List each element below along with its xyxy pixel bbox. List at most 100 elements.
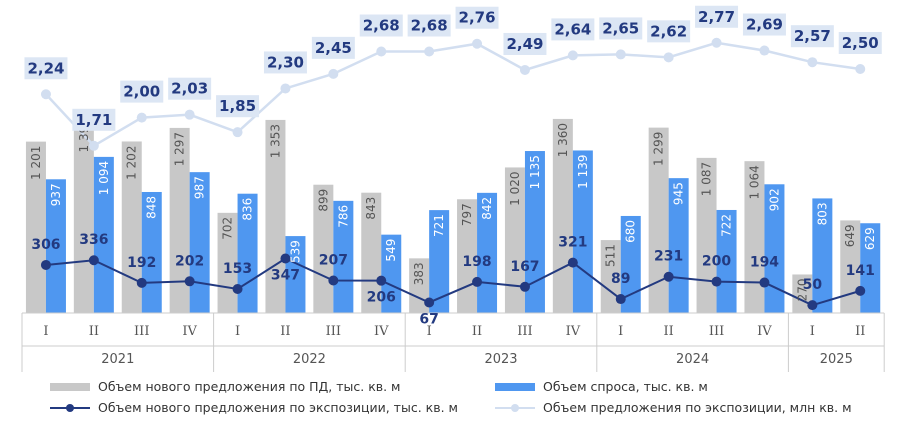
bar-demand: [45, 179, 66, 313]
point-exposure-volume: [40, 89, 51, 100]
point-exposure-volume: [376, 46, 387, 57]
point-new-exposure: [615, 294, 626, 305]
point-exposure-volume: [280, 83, 291, 94]
bar-demand: [716, 209, 737, 313]
bar-demand: [285, 236, 306, 313]
point-new-exposure: [232, 283, 243, 294]
bar-label-pd: 649: [843, 224, 857, 247]
legend-label-new-exposure: Объем нового предложения по экспозиции, …: [98, 400, 458, 415]
bar-label-pd: 1 299: [652, 132, 666, 166]
legend-swatch-demand: [495, 382, 535, 391]
bar-label-demand: 1 094: [97, 161, 111, 195]
bar-pd: [696, 157, 717, 313]
data-label-box-exposure-volume: [647, 20, 691, 43]
x-tick-label: I: [43, 324, 48, 339]
data-label-exposure-volume: 2,24: [27, 59, 64, 77]
data-label-new-exposure: 192: [127, 255, 156, 271]
bar-label-demand: 937: [49, 183, 63, 206]
bar-demand: [333, 200, 354, 313]
point-new-exposure: [328, 275, 339, 286]
bar-label-pd: 270: [795, 278, 809, 301]
bar-label-demand: 629: [863, 227, 877, 250]
legend-label-pd: Объем нового предложения по ПД, тыс. кв.…: [98, 379, 401, 394]
data-label-new-exposure: 67: [419, 311, 438, 327]
point-new-exposure: [376, 275, 387, 286]
data-label-new-exposure: 336: [79, 232, 108, 248]
data-label-exposure-volume: 2,76: [459, 9, 496, 27]
bar-pd: [504, 167, 525, 313]
bar-label-pd: 383: [412, 262, 426, 285]
bar-pd: [361, 192, 382, 313]
bar-label-demand: 539: [288, 240, 302, 263]
data-label-box-exposure-volume: [407, 14, 451, 37]
bar-label-demand: 848: [145, 196, 159, 219]
point-exposure-volume: [88, 140, 99, 151]
data-label-box-exposure-volume: [359, 14, 403, 37]
data-label-exposure-volume: 2,50: [842, 34, 879, 52]
point-new-exposure: [184, 276, 195, 287]
point-exposure-volume: [232, 127, 243, 138]
point-new-exposure: [88, 255, 99, 266]
bar-label-pd: 511: [604, 244, 618, 267]
point-new-exposure: [567, 257, 578, 268]
data-label-new-exposure: 347: [271, 268, 300, 284]
legend-label-exposure-volume: Объем предложения по экспозиции, млн кв.…: [543, 400, 852, 415]
bar-demand: [764, 184, 785, 313]
point-exposure-volume: [184, 109, 195, 120]
bar-demand: [381, 234, 402, 313]
point-exposure-volume: [663, 52, 674, 63]
bar-label-demand: 902: [767, 188, 781, 211]
x-tick-label: I: [810, 324, 815, 339]
x-tick-label: II: [89, 324, 99, 339]
data-label-box-exposure-volume: [24, 57, 68, 80]
x-tick-label: IV: [182, 324, 197, 339]
data-label-new-exposure: 167: [510, 259, 539, 275]
point-new-exposure: [855, 285, 866, 296]
data-label-exposure-volume: 2,68: [363, 17, 400, 35]
legend-label-demand: Объем спроса, тыс. кв. м: [543, 379, 708, 394]
point-new-exposure: [519, 281, 530, 292]
data-label-exposure-volume: 2,00: [123, 83, 160, 101]
bar-label-pd: 1 202: [125, 145, 139, 179]
x-tick-label: I: [427, 324, 432, 339]
point-exposure-volume: [328, 68, 339, 79]
bar-label-demand: 786: [336, 205, 350, 228]
data-label-new-exposure: 198: [462, 254, 491, 270]
x-tick-label: II: [280, 324, 290, 339]
data-label-exposure-volume: 2,65: [602, 19, 639, 37]
x-tick-label: II: [472, 324, 482, 339]
bar-demand: [524, 151, 545, 313]
bar-label-pd: 1 353: [268, 124, 282, 158]
bar-pd: [169, 127, 190, 314]
data-label-exposure-volume: 2,62: [650, 22, 687, 40]
point-exposure-volume: [807, 57, 818, 68]
legend-item-demand: Объем спроса, тыс. кв. м: [495, 379, 708, 394]
bar-label-demand: 721: [432, 214, 446, 237]
year-label: 2022: [293, 352, 326, 367]
data-label-box-exposure-volume: [72, 108, 116, 131]
point-new-exposure: [40, 259, 51, 270]
bar-label-pd: 702: [221, 217, 235, 240]
bar-label-demand: 836: [241, 198, 255, 221]
bar-demand: [429, 210, 450, 313]
data-label-box-exposure-volume: [790, 25, 834, 48]
data-label-box-exposure-volume: [168, 77, 212, 100]
data-label-box-exposure-volume: [263, 51, 307, 74]
data-label-new-exposure: 321: [558, 235, 587, 251]
data-label-box-exposure-volume: [599, 17, 643, 40]
point-exposure-volume: [855, 64, 866, 74]
bars-layer: [25, 114, 881, 314]
data-label-new-exposure: 200: [702, 254, 731, 270]
bar-label-demand: 1 139: [576, 154, 590, 188]
bar-demand: [572, 150, 593, 313]
bar-pd: [25, 141, 46, 313]
data-label-new-exposure: 194: [750, 255, 779, 271]
bar-label-demand: 945: [672, 182, 686, 205]
lines-layer: [40, 37, 866, 311]
bar-demand: [668, 178, 689, 313]
bar-demand: [812, 198, 833, 313]
bar-pd: [648, 127, 669, 314]
bar-label-demand: 722: [720, 214, 734, 237]
data-label-new-exposure: 306: [31, 237, 60, 253]
legend-item-exposure-volume: Объем предложения по экспозиции, млн кв.…: [495, 400, 852, 415]
